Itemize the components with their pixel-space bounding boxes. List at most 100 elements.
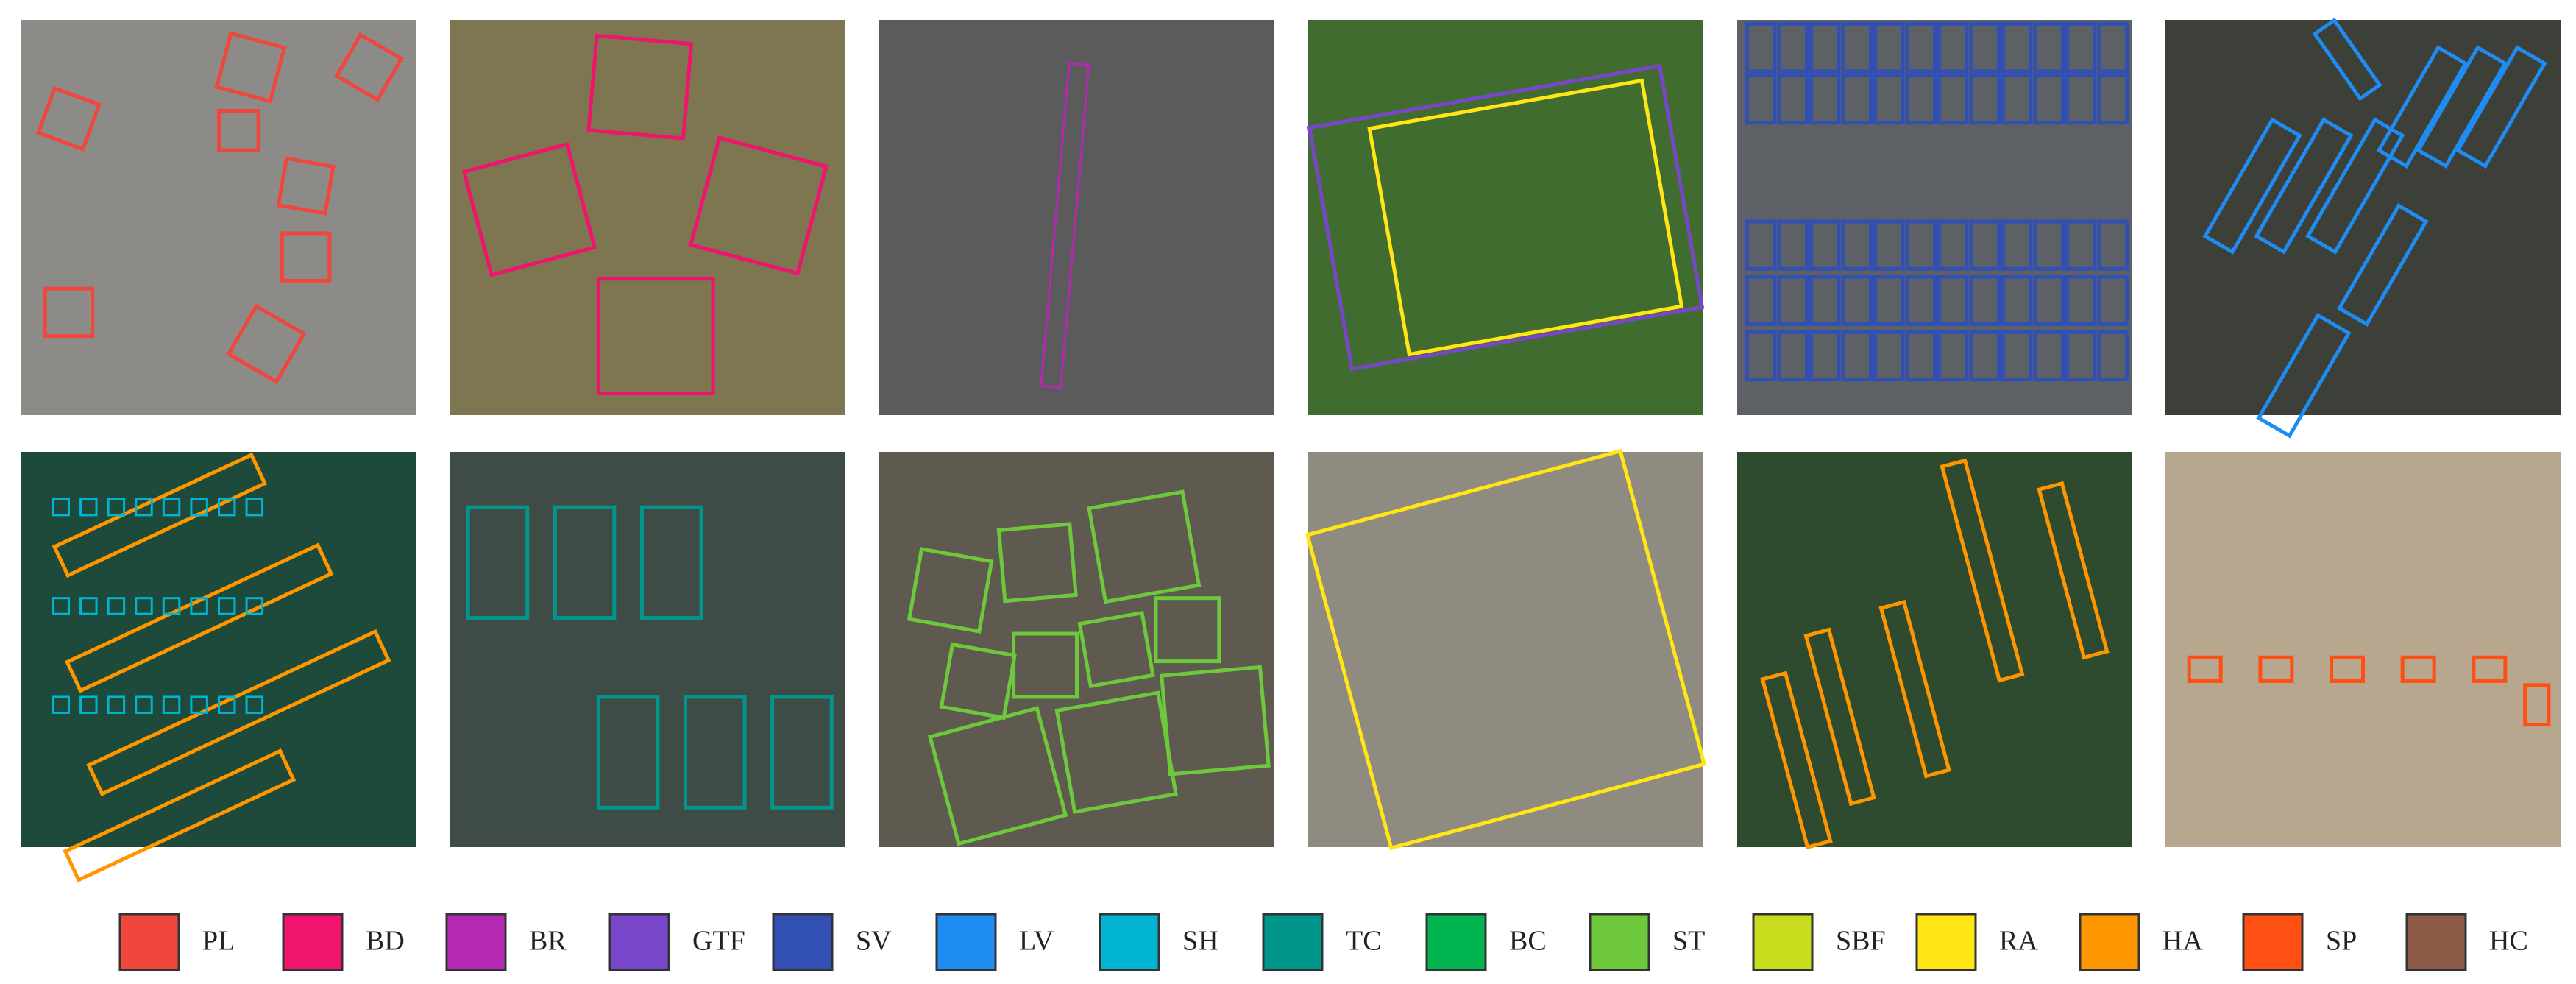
- bounding-box: [586, 33, 694, 141]
- bounding-box: [107, 498, 126, 517]
- legend-swatch: [1262, 913, 1324, 971]
- bounding-box: [2001, 21, 2033, 74]
- bounding-box: [79, 498, 98, 517]
- image-tile: [450, 452, 845, 847]
- legend-swatch: [608, 913, 670, 971]
- bounding-box: [1777, 73, 1809, 125]
- legend-swatch: [2242, 913, 2304, 971]
- bounding-box: [1841, 330, 1873, 382]
- bounding-box: [1878, 599, 1951, 779]
- bounding-box: [1873, 21, 1905, 74]
- legend-label: TC: [1346, 926, 1382, 957]
- bounding-box: [2097, 73, 2129, 125]
- bounding-box: [906, 547, 994, 634]
- bounding-box: [1937, 21, 1969, 74]
- bounding-box: [276, 156, 336, 216]
- bounding-box: [1305, 448, 1707, 851]
- bounding-box: [2330, 655, 2366, 683]
- bounding-box: [1154, 596, 1221, 664]
- bounding-box: [162, 695, 181, 714]
- bounding-box: [2001, 275, 2033, 326]
- bounding-box: [1905, 73, 1937, 125]
- bounding-box: [553, 505, 617, 620]
- bounding-box: [1777, 21, 1809, 74]
- bounding-box: [214, 31, 287, 104]
- bounding-box: [1160, 665, 1271, 776]
- legend-label: SH: [1182, 926, 1218, 957]
- bounding-box: [2312, 17, 2382, 102]
- bounding-box: [135, 597, 153, 615]
- bounding-box: [466, 505, 530, 620]
- bounding-box: [107, 597, 126, 615]
- bounding-box: [1969, 330, 2001, 382]
- bounding-box: [245, 695, 264, 714]
- bounding-box: [2065, 21, 2097, 74]
- bounding-box: [79, 695, 98, 714]
- image-tile: [2165, 20, 2561, 415]
- image-tile: [1737, 452, 2132, 847]
- legend-swatch: [1099, 913, 1160, 971]
- image-tile: [1308, 452, 1703, 847]
- bounding-box: [1367, 78, 1684, 357]
- bounding-box: [52, 452, 268, 578]
- bounding-box: [162, 498, 181, 517]
- bounding-box: [52, 498, 70, 517]
- legend-label: BD: [366, 926, 405, 957]
- bounding-box: [2400, 655, 2436, 683]
- legend-label: PL: [202, 926, 235, 957]
- legend-swatch: [772, 913, 834, 971]
- bounding-box: [1809, 21, 1841, 74]
- bounding-box: [226, 303, 307, 385]
- bounding-box: [218, 695, 236, 714]
- bounding-box: [461, 141, 597, 277]
- bounding-box: [135, 695, 153, 714]
- bounding-box: [2033, 275, 2065, 326]
- bounding-box: [2065, 275, 2097, 326]
- bounding-box: [1905, 275, 1937, 326]
- image-tile: [2165, 452, 2561, 847]
- bounding-box: [1745, 219, 1777, 271]
- bounding-box: [1905, 330, 1937, 382]
- bounding-box: [2097, 275, 2129, 326]
- bounding-box: [1873, 330, 1905, 382]
- bounding-box: [2455, 45, 2547, 169]
- bounding-box: [1809, 330, 1841, 382]
- bounding-box: [639, 505, 703, 620]
- bounding-box: [1937, 73, 1969, 125]
- bounding-box: [280, 231, 332, 283]
- legend-label: SP: [2326, 926, 2357, 957]
- legend-swatch: [1425, 913, 1487, 971]
- bounding-box: [1307, 63, 1705, 372]
- bounding-box: [190, 498, 208, 517]
- bounding-box: [688, 135, 828, 276]
- legend-swatch: [1589, 913, 1650, 971]
- bounding-box: [2258, 655, 2294, 683]
- bounding-box: [596, 277, 715, 395]
- legend-swatch: [445, 913, 507, 971]
- legend-label: GTF: [692, 926, 745, 957]
- bounding-box: [2033, 73, 2065, 125]
- bounding-box: [996, 522, 1078, 604]
- bounding-box: [135, 498, 153, 517]
- bounding-box: [86, 629, 391, 796]
- bounding-box: [2097, 219, 2129, 271]
- bounding-box: [1905, 219, 1937, 271]
- legend-label: RA: [1999, 926, 2038, 957]
- legend-swatch: [1752, 913, 1814, 971]
- bounding-box: [770, 695, 834, 810]
- bounding-box: [245, 498, 264, 517]
- bounding-box: [2097, 330, 2129, 382]
- legend-label: SV: [856, 926, 892, 957]
- image-tile: [1308, 20, 1703, 415]
- legend-swatch: [935, 913, 997, 971]
- bounding-box: [1873, 219, 1905, 271]
- image-tile: [879, 20, 1274, 415]
- bounding-box: [1745, 275, 1777, 326]
- bounding-box: [2376, 45, 2469, 169]
- bounding-box: [2033, 219, 2065, 271]
- bounding-box: [2001, 219, 2033, 271]
- bounding-box: [52, 597, 70, 615]
- bounding-box: [927, 706, 1068, 846]
- bounding-box: [1760, 670, 1833, 850]
